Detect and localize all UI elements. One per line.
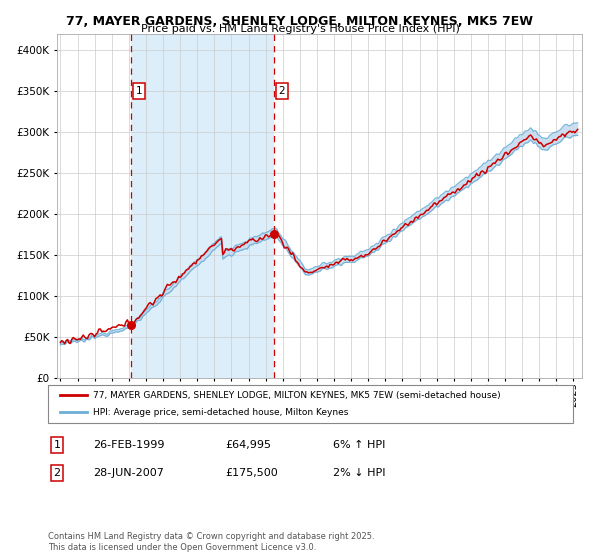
Text: 6% ↑ HPI: 6% ↑ HPI [333, 440, 385, 450]
Text: £175,500: £175,500 [225, 468, 278, 478]
Text: 2: 2 [53, 468, 61, 478]
Text: £64,995: £64,995 [225, 440, 271, 450]
Text: 28-JUN-2007: 28-JUN-2007 [93, 468, 164, 478]
Text: 2% ↓ HPI: 2% ↓ HPI [333, 468, 386, 478]
Text: Price paid vs. HM Land Registry's House Price Index (HPI): Price paid vs. HM Land Registry's House … [140, 24, 460, 34]
Text: 77, MAYER GARDENS, SHENLEY LODGE, MILTON KEYNES, MK5 7EW (semi-detached house): 77, MAYER GARDENS, SHENLEY LODGE, MILTON… [93, 391, 500, 400]
Text: 1: 1 [136, 86, 142, 96]
Text: 1: 1 [53, 440, 61, 450]
Text: Contains HM Land Registry data © Crown copyright and database right 2025.
This d: Contains HM Land Registry data © Crown c… [48, 532, 374, 552]
Text: 2: 2 [278, 86, 285, 96]
Text: 77, MAYER GARDENS, SHENLEY LODGE, MILTON KEYNES, MK5 7EW: 77, MAYER GARDENS, SHENLEY LODGE, MILTON… [67, 15, 533, 27]
Bar [131, 34, 274, 378]
Text: 26-FEB-1999: 26-FEB-1999 [93, 440, 164, 450]
Text: HPI: Average price, semi-detached house, Milton Keynes: HPI: Average price, semi-detached house,… [93, 408, 349, 417]
